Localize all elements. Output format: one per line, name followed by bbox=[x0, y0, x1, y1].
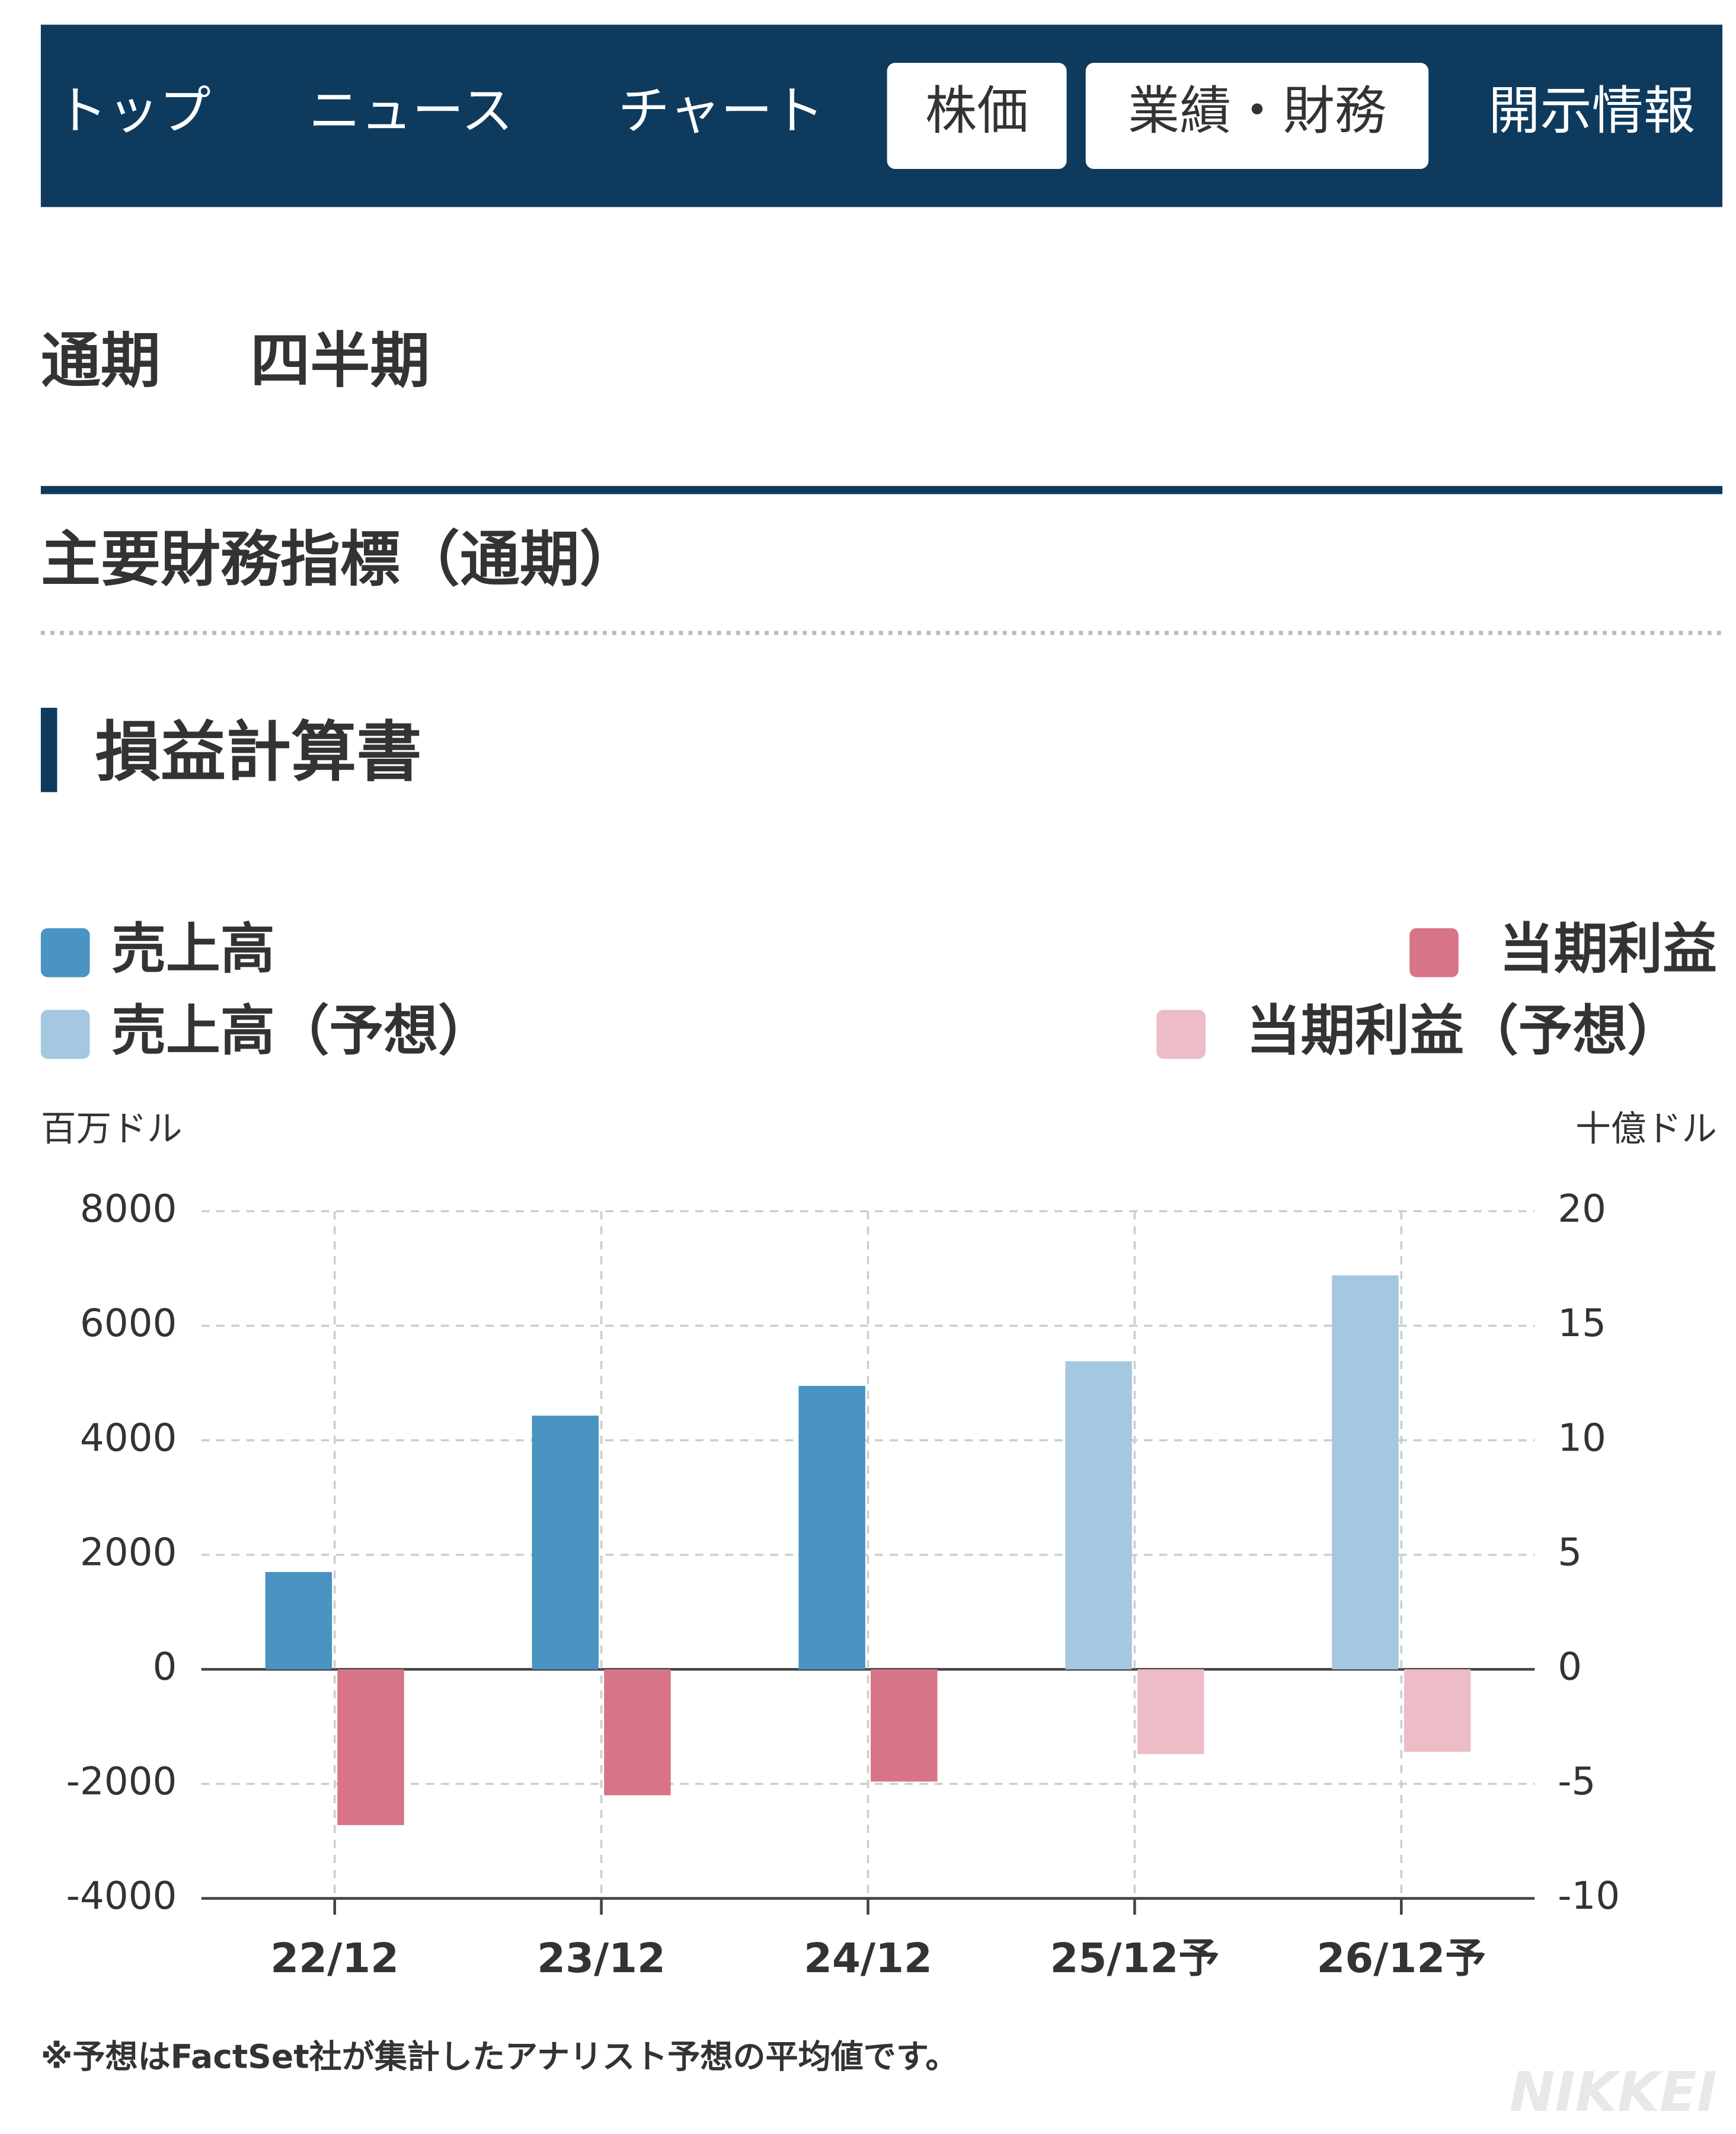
y2-tick-label: -5 bbox=[1558, 1759, 1596, 1804]
legend-swatch bbox=[1156, 1010, 1206, 1059]
nav-tab-bg bbox=[887, 62, 1067, 169]
y2-tick-label: 20 bbox=[1558, 1187, 1606, 1231]
bar bbox=[1137, 1669, 1204, 1755]
nav-tab[interactable]: 株価 bbox=[925, 81, 1028, 141]
nav-tab[interactable]: チャート bbox=[618, 81, 824, 141]
bar bbox=[1403, 1669, 1471, 1752]
period-tab[interactable]: 四半期 bbox=[250, 325, 430, 395]
nav-tab[interactable]: 開示情報 bbox=[1488, 81, 1695, 141]
y2-tick-label: 10 bbox=[1558, 1416, 1606, 1460]
footnote: ※予想はFactSet社が集計したアナリスト予想の平均値です。 bbox=[41, 2038, 958, 2076]
legend-swatch bbox=[40, 928, 90, 977]
x-tick-label: 26/12予 bbox=[1316, 1935, 1486, 1982]
x-tick-label: 25/12予 bbox=[1050, 1935, 1220, 1982]
y-tick-label: -2000 bbox=[66, 1759, 177, 1804]
x-tick-label: 23/12 bbox=[537, 1935, 666, 1982]
nav-tab[interactable]: 業績・財務 bbox=[1128, 81, 1386, 141]
section-title: 主要財務指標（通期） bbox=[41, 525, 640, 595]
y-tick-label: 0 bbox=[153, 1645, 177, 1689]
legend-swatch bbox=[1409, 928, 1459, 977]
legend-label: 売上高（予想） bbox=[111, 999, 493, 1062]
nav-tab-bg bbox=[1085, 62, 1429, 169]
nav-tab[interactable]: ニュース bbox=[309, 81, 513, 141]
bar bbox=[798, 1385, 865, 1670]
y-tick-label: 4000 bbox=[80, 1416, 177, 1460]
heading-bar bbox=[40, 708, 57, 793]
y2-tick-label: -10 bbox=[1558, 1874, 1620, 1918]
bar bbox=[532, 1416, 599, 1670]
bar bbox=[871, 1669, 938, 1782]
y-tick-label: 8000 bbox=[80, 1187, 177, 1231]
y2-tick-label: 0 bbox=[1558, 1645, 1582, 1689]
bar bbox=[265, 1571, 333, 1670]
bar bbox=[1065, 1361, 1132, 1670]
watermark: NIKKEI bbox=[1510, 2060, 1717, 2124]
y-tick-label: -4000 bbox=[66, 1874, 177, 1918]
x-tick-label: 22/12 bbox=[270, 1935, 399, 1982]
legend-label: 当期利益 bbox=[1500, 918, 1717, 981]
y2-axis-label: 十億ドル bbox=[1575, 1108, 1717, 1149]
nav-tab[interactable]: トップ bbox=[56, 81, 211, 141]
legend-swatch bbox=[40, 1010, 90, 1059]
bar bbox=[604, 1669, 671, 1796]
period-tab[interactable]: 通期 bbox=[41, 325, 161, 395]
y2-tick-label: 15 bbox=[1558, 1301, 1606, 1346]
bar bbox=[1332, 1275, 1399, 1670]
legend-label: 当期利益（予想） bbox=[1246, 999, 1681, 1062]
x-tick-label: 24/12 bbox=[804, 1935, 932, 1982]
y-axis-label: 百万ドル bbox=[41, 1108, 183, 1149]
subsection-title: 損益計算書 bbox=[95, 714, 422, 790]
bar bbox=[337, 1669, 404, 1825]
y-tick-label: 6000 bbox=[80, 1301, 177, 1346]
nav-bar bbox=[40, 24, 1723, 207]
divider bbox=[40, 485, 1723, 494]
y-tick-label: 2000 bbox=[80, 1530, 177, 1574]
y2-tick-label: 5 bbox=[1558, 1530, 1582, 1574]
legend-label: 売上高 bbox=[111, 918, 274, 981]
